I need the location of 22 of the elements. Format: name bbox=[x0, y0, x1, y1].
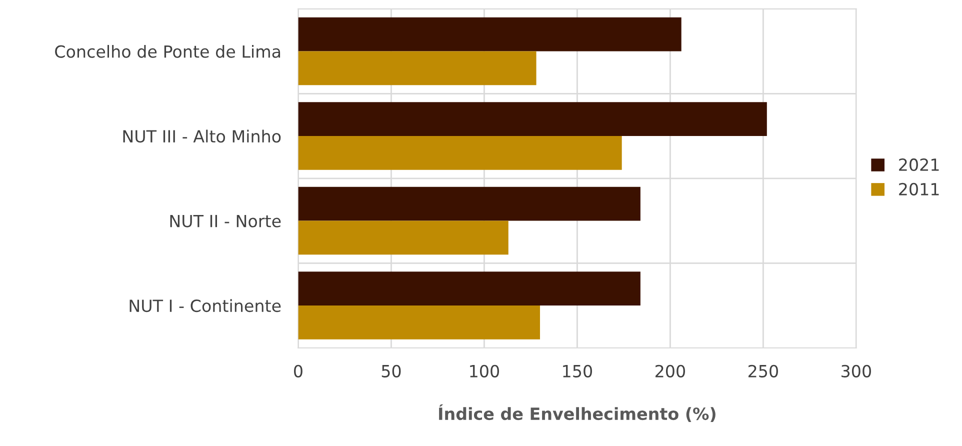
bar bbox=[298, 102, 767, 136]
legend-label: 2011 bbox=[899, 182, 939, 196]
x-tick-label: 150 bbox=[563, 364, 592, 378]
bar bbox=[298, 272, 640, 306]
x-tick-label: 0 bbox=[294, 364, 302, 378]
y-tick-label: NUT III - Alto Minho bbox=[123, 130, 281, 143]
y-tick-label: NUT II - Norte bbox=[170, 214, 281, 228]
x-tick-label: 200 bbox=[656, 364, 685, 378]
x-axis-title: Índice de Envelhecimento (%) bbox=[439, 404, 716, 422]
legend-label: 2021 bbox=[899, 158, 939, 172]
bar bbox=[298, 51, 536, 86]
x-tick-label: 50 bbox=[382, 364, 401, 378]
bar bbox=[298, 220, 508, 255]
y-tick-label: Concelho de Ponte de Lima bbox=[55, 44, 280, 58]
bar bbox=[298, 136, 622, 170]
x-tick-label: 100 bbox=[470, 364, 500, 378]
y-tick-label: NUT I - Continente bbox=[130, 299, 281, 312]
x-tick-label: 300 bbox=[842, 364, 871, 378]
bar bbox=[298, 17, 682, 52]
bar bbox=[298, 186, 640, 221]
bar bbox=[298, 306, 540, 340]
x-tick-label: 250 bbox=[748, 364, 778, 378]
